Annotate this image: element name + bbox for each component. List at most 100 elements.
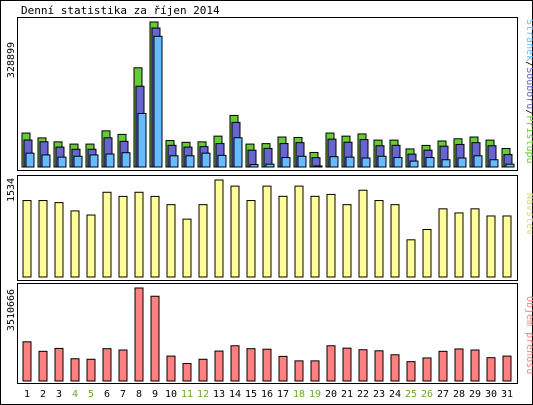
day-labels: 1 2 3 4 5 6 7 8 9 10 11 12 13 14 15 16 17 18 19 20 21 22 23 24 2… [24,389,513,400]
bar-visits [326,193,336,278]
panel-transfer: 3510666 Objem přenosu [6,283,533,384]
bar-visits [246,200,256,278]
legend-visits: Návštěv [524,193,533,235]
day-label: 7 [120,389,126,400]
bar-pages [185,155,195,168]
bar-visits [422,229,432,278]
bar-visits [262,185,272,278]
bar-kbytes [310,360,320,382]
day-label: 8 [136,389,142,400]
day-label: 26 [421,389,433,400]
legend-kbytes: Objem přenosu [524,296,533,374]
bar-pages [361,157,371,168]
day-label: 27 [437,389,449,400]
bar-pages [313,165,323,168]
bar-kbytes [486,357,496,382]
bar-pages [217,154,227,168]
bar-visits [150,195,160,278]
day-label: 21 [341,389,353,400]
day-label: 4 [72,389,78,400]
panel-visits: 1534 Návštěv [6,175,533,281]
day-label: 12 [197,389,209,400]
bar-kbytes [38,350,48,382]
bar-visits [310,195,320,278]
bar-pages [297,155,307,168]
bar-pages [153,35,163,168]
bar-visits [38,200,48,278]
bottom-bars [22,287,512,382]
bar-kbytes [262,348,272,382]
day-label: 2 [40,389,46,400]
legend-sep-1: / [524,61,533,67]
top-bars [21,21,515,168]
bar-pages [41,154,51,168]
day-label: 24 [389,389,401,400]
bar-visits [438,208,448,278]
day-label: 17 [277,389,289,400]
bar-visits [278,195,288,278]
bar-visits [22,200,32,278]
bar-visits [118,195,128,278]
bar-pages [57,156,67,168]
bar-kbytes [86,358,96,382]
bar-kbytes [150,295,160,382]
bar-pages [201,152,211,168]
day-label: 16 [261,389,273,400]
bar-kbytes [230,345,240,382]
bar-kbytes [470,349,480,382]
bar-visits [230,185,240,278]
bar-visits [406,239,416,278]
bottom-ymax-label: 3510666 [6,289,17,331]
top-ymax-label: 328899 [6,42,17,78]
bar-pages [137,112,147,168]
bar-kbytes [358,349,368,382]
bar-pages [281,157,291,168]
bar-kbytes [70,358,80,382]
bar-kbytes [182,363,192,382]
bar-visits [54,202,64,278]
bar-pages [249,164,259,168]
day-label: 14 [229,389,241,400]
day-label: 30 [485,389,497,400]
bar-visits [342,204,352,278]
day-label: 1 [24,389,30,400]
bar-kbytes [134,287,144,382]
bar-visits [86,214,96,278]
bar-kbytes [294,360,304,382]
day-label: 31 [501,389,513,400]
chart-title: Denní statistika za říjen 2014 [21,4,220,17]
bar-pages [25,152,35,168]
bar-pages [329,156,339,168]
day-label: 6 [104,389,110,400]
bar-visits [502,215,512,278]
bar-kbytes [342,347,352,382]
bar-visits [470,208,480,278]
day-label: 11 [181,389,193,400]
bar-visits [198,204,208,278]
bar-pages [121,152,131,168]
bar-pages [425,157,435,168]
bar-kbytes [118,349,128,382]
bar-visits [102,191,112,278]
bar-kbytes [54,347,64,382]
bar-pages [89,154,99,168]
legend-hits: Přístupů [524,115,533,163]
bar-kbytes [214,350,224,382]
bar-pages [105,153,115,168]
bar-pages [505,163,515,168]
bar-visits [182,218,192,278]
day-label: 9 [152,389,158,400]
bar-kbytes [198,358,208,382]
bar-visits [358,189,368,278]
bar-visits [214,179,224,278]
bar-visits [70,210,80,278]
day-label: 22 [357,389,369,400]
bar-kbytes [502,355,512,382]
bar-pages [169,155,179,168]
day-label: 10 [165,389,177,400]
bar-kbytes [454,348,464,382]
day-label: 23 [373,389,385,400]
bar-visits [454,212,464,278]
bar-pages [345,156,355,168]
